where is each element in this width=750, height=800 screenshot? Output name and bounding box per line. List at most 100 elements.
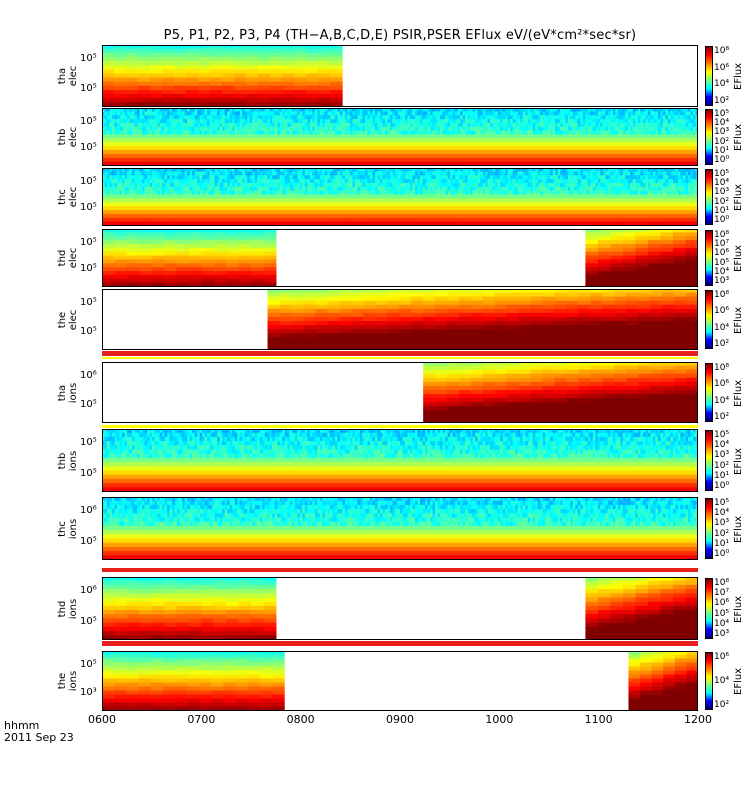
heatmap-cell: [212, 108, 216, 113]
heatmap-cell: [192, 194, 196, 200]
heatmap-cell: [242, 115, 246, 120]
heatmap-cell: [535, 157, 539, 163]
heatmap-cell: [402, 161, 406, 166]
heatmap-cell: [610, 150, 614, 155]
heatmap-cell: [199, 134, 203, 140]
heatmap-cell: [122, 126, 126, 132]
heatmap-cell: [284, 134, 288, 140]
heatmap-cell: [527, 138, 531, 144]
heatmap-cell: [555, 142, 559, 147]
heatmap-cell: [570, 153, 574, 159]
heatmap-cell: [367, 119, 371, 124]
heatmap-cell: [192, 161, 196, 166]
heatmap-cell: [670, 157, 674, 163]
heatmap-cell: [562, 108, 566, 113]
heatmap-cell: [334, 111, 338, 116]
heatmap-cell: [197, 153, 201, 159]
heatmap-cell: [164, 213, 168, 219]
heatmap-cell: [512, 115, 516, 120]
heatmap-cell: [217, 161, 221, 166]
heatmap-cell: [137, 130, 141, 136]
heatmap-cell: [252, 130, 256, 136]
heatmap-cell: [430, 157, 434, 163]
heatmap-cell: [172, 217, 176, 223]
heatmap-cell: [487, 115, 491, 120]
heatmap-cell: [227, 175, 231, 180]
heatmap-cell: [497, 146, 501, 151]
heatmap-cell: [517, 142, 521, 147]
heatmap-cell: [219, 142, 223, 147]
heatmap-cell: [162, 179, 166, 184]
heatmap-cell: [545, 108, 549, 113]
heatmap-cell: [620, 150, 624, 155]
heatmap-cell: [572, 157, 576, 163]
heatmap-cell: [672, 126, 677, 132]
heatmap-cell: [147, 168, 151, 173]
heatmap-cell: [677, 142, 682, 147]
heatmap-cell: [187, 175, 191, 180]
heatmap-cell: [114, 52, 127, 58]
heatmap-cell: [159, 202, 163, 207]
heatmap-cell: [222, 206, 226, 211]
heatmap-cell: [199, 198, 203, 204]
heatmap-cell: [129, 119, 133, 124]
heatmap-cell: [157, 153, 161, 159]
heatmap-cell: [244, 142, 248, 147]
heatmap-cell: [227, 221, 231, 226]
heatmap-cell: [179, 108, 183, 113]
heatmap-cell: [640, 146, 644, 151]
heatmap-cell: [187, 161, 191, 166]
heatmap-cell: [257, 122, 261, 128]
heatmap-cell: [637, 130, 641, 136]
heatmap-cell: [515, 111, 519, 116]
heatmap-cell: [577, 134, 581, 140]
heatmap-cell: [246, 102, 259, 107]
heatmap-cell: [162, 153, 166, 159]
heatmap-cell: [254, 108, 258, 113]
heatmap-cell: [462, 126, 466, 132]
heatmap-cell: [179, 111, 183, 116]
heatmap-cell: [114, 221, 118, 226]
heatmap-cell: [525, 153, 529, 159]
heatmap-cell: [465, 122, 469, 128]
heatmap-cell: [337, 108, 341, 113]
heatmap-cell: [102, 150, 106, 155]
spectrogram-heatmap: [102, 168, 698, 226]
heatmap-cell: [567, 111, 571, 116]
heatmap-cell: [224, 217, 228, 223]
heatmap-cell: [552, 108, 556, 113]
heatmap-cell: [177, 194, 181, 200]
heatmap-cell: [402, 122, 406, 128]
heatmap-cell: [202, 217, 206, 223]
heatmap-cell: [392, 142, 396, 147]
heatmap-cell: [585, 119, 589, 124]
heatmap-cell: [627, 108, 631, 113]
heatmap-cell: [555, 150, 559, 155]
heatmap-cell: [157, 126, 161, 132]
heatmap-cell: [640, 122, 644, 128]
heatmap-cell: [214, 108, 218, 113]
heatmap-cell: [610, 134, 614, 140]
heatmap-cell: [535, 119, 539, 124]
heatmap-cell: [177, 210, 181, 215]
heatmap-cell: [394, 119, 399, 124]
heatmap-cell: [667, 146, 672, 151]
heatmap-cell: [104, 213, 108, 219]
heatmap-cell: [575, 153, 579, 159]
heatmap-cell: [437, 122, 441, 128]
heatmap-cell: [229, 161, 233, 166]
heatmap-cell: [139, 126, 143, 132]
heatmap-cell: [247, 126, 251, 132]
heatmap-cell: [652, 119, 657, 124]
heatmap-cell: [309, 138, 313, 144]
heatmap-cell: [389, 119, 394, 124]
heatmap-cell: [162, 217, 166, 223]
heatmap-cell: [152, 142, 156, 147]
heatmap-cell: [510, 115, 514, 120]
heatmap-cell: [202, 210, 206, 215]
heatmap-cell: [400, 119, 404, 124]
heatmap-cell: [197, 179, 201, 184]
heatmap-cell: [410, 122, 414, 128]
heatmap-cell: [425, 150, 429, 155]
heatmap-cell: [405, 126, 409, 132]
